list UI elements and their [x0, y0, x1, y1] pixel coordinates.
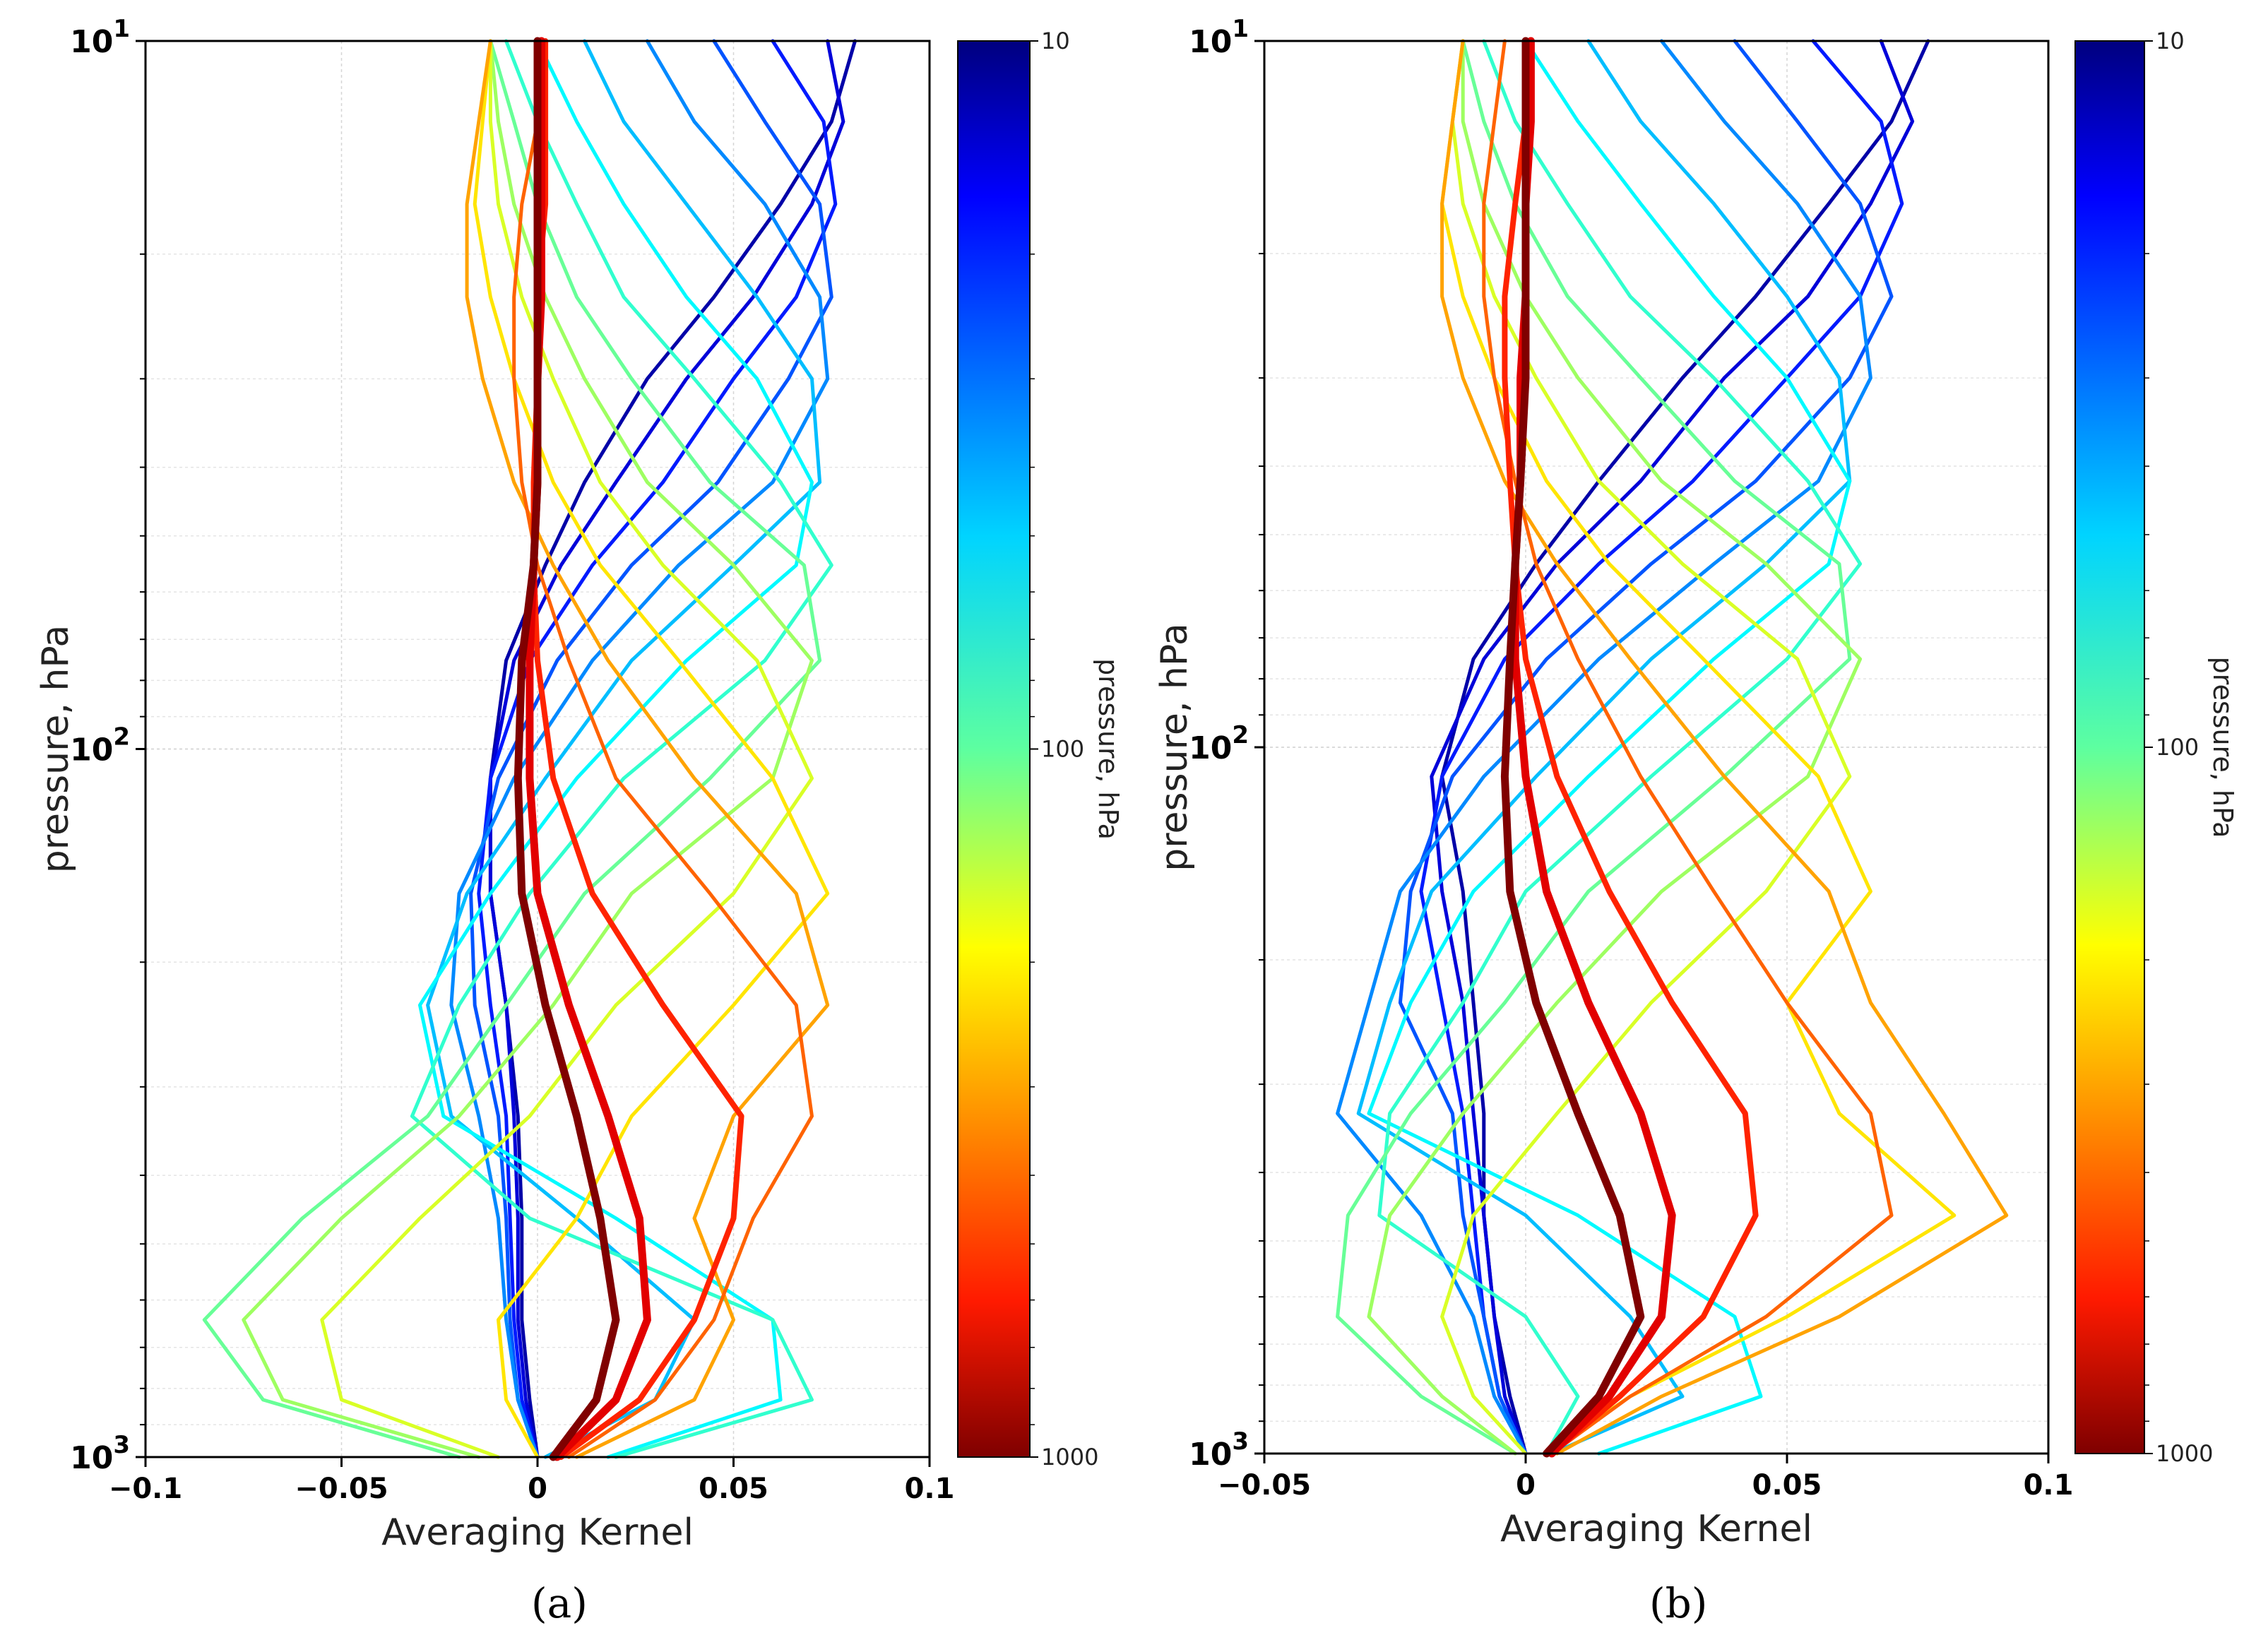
x-tick-label: 0.05 — [1752, 1469, 1822, 1502]
y-tick-label: 102 — [70, 723, 130, 768]
series-line-1000 — [1500, 37, 1645, 1458]
series-line-200 — [1440, 39, 1957, 1456]
series-line-1000 — [513, 37, 620, 1461]
panel-b: −0.05 0 0.05 0.1 101 102 103 Averaging Kernel pr… — [1153, 15, 2238, 1550]
series-line-70 — [410, 39, 833, 1459]
series-line-55 — [1367, 39, 1852, 1456]
series-line-42 — [1356, 39, 1852, 1456]
x-tick-label: 0 — [528, 1473, 547, 1505]
panel-a: −0.1 −0.05 0 0.05 0.1 101 102 103 Averaging Kern… — [35, 15, 1124, 1554]
series-line-15 — [1430, 39, 1915, 1456]
colorbar-tick-label: 10 — [2156, 28, 2185, 54]
y-tick-label: 101 — [70, 15, 130, 60]
series-line-70 — [1377, 39, 1863, 1456]
series-line-150 — [320, 39, 814, 1459]
series-group — [202, 37, 857, 1461]
colorbar-label: pressure, hPa — [2207, 657, 2238, 838]
panel-label-b: (b) — [1649, 1579, 1708, 1627]
x-tick-label: 0.1 — [905, 1473, 955, 1505]
series-line-26 — [1398, 39, 1894, 1456]
y-tick-label: 103 — [70, 1431, 130, 1476]
x-axis-label: Averaging Kernel — [1500, 1508, 1812, 1550]
series-line-115 — [1367, 39, 1863, 1456]
colorbar-tick-label: 1000 — [1041, 1444, 1098, 1470]
colorbar — [957, 40, 1031, 1458]
x-tick-label: −0.1 — [109, 1473, 182, 1505]
series-line-200 — [473, 39, 830, 1459]
series-line-90 — [1336, 39, 1852, 1456]
colorbar — [2074, 40, 2145, 1454]
series-group — [1336, 37, 2009, 1458]
series-line-360 — [512, 39, 814, 1459]
colorbar-tick-label: 100 — [1041, 736, 1084, 763]
y-tick-label: 103 — [1189, 1427, 1249, 1473]
x-tick-label: −0.05 — [295, 1473, 388, 1505]
series-line-360 — [1482, 39, 1894, 1456]
series-line-90 — [202, 39, 822, 1459]
x-tick-label: 0.1 — [2024, 1469, 2074, 1502]
series-line-33 — [449, 39, 830, 1459]
panel-label-a: (a) — [531, 1579, 588, 1627]
y-axis-label: pressure, hPa — [35, 625, 77, 874]
grid — [1264, 41, 2049, 1454]
colorbar-label: pressure, hPa — [1093, 658, 1124, 840]
y-axis-label: pressure, hPa — [1153, 623, 1196, 872]
series-line-15 — [488, 39, 845, 1459]
y-tick-label: 101 — [1189, 15, 1249, 60]
series-line-20 — [1419, 39, 1904, 1456]
series-line-12 — [488, 39, 857, 1459]
x-tick-label: −0.05 — [1218, 1469, 1311, 1502]
series-line-42 — [426, 39, 822, 1459]
colorbar-tick-label: 10 — [1041, 28, 1070, 54]
series-line-270 — [1440, 39, 2009, 1456]
colorbar-tick-label: 100 — [2156, 734, 2199, 761]
series-line-55 — [418, 39, 814, 1459]
colorbar-tick-label: 1000 — [2156, 1440, 2213, 1467]
y-tick-label: 102 — [1189, 721, 1249, 766]
x-tick-label: 0 — [1516, 1469, 1536, 1502]
series-line-20 — [477, 39, 838, 1459]
x-axis-label: Averaging Kernel — [381, 1511, 694, 1554]
series-line-150 — [1440, 39, 1852, 1456]
series-line-480 — [1502, 38, 1759, 1456]
x-tick-label: 0.05 — [699, 1473, 768, 1505]
series-line-115 — [242, 39, 814, 1459]
